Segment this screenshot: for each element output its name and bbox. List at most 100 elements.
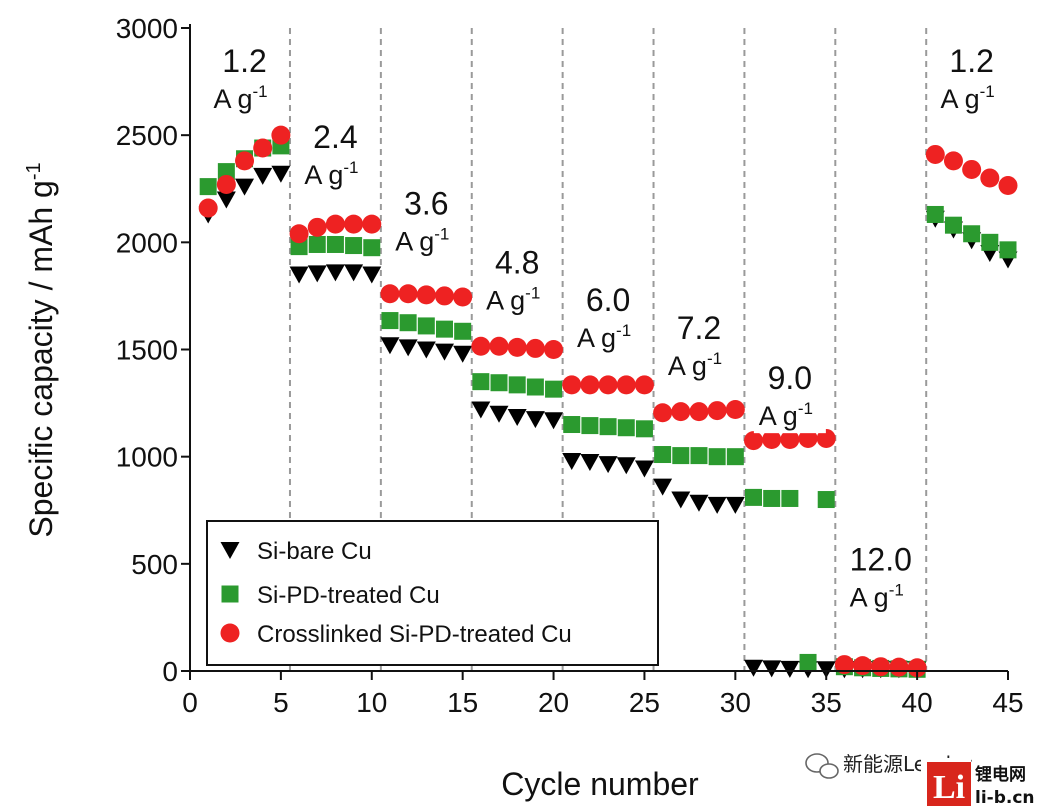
rate-label: 6.0A g-1 — [572, 280, 645, 355]
data-point — [490, 374, 508, 392]
rate-unit: A g-1 — [850, 580, 904, 612]
data-markers — [198, 125, 1018, 679]
data-point — [889, 657, 909, 677]
data-point — [799, 653, 817, 671]
rate-label-backdrop — [753, 359, 826, 434]
rate-unit: A g-1 — [668, 349, 722, 381]
data-point — [707, 401, 727, 421]
data-point — [507, 337, 527, 357]
data-point — [816, 661, 836, 679]
rate-label: 3.6A g-1 — [390, 184, 463, 259]
site-backdrop — [972, 758, 1034, 808]
data-point — [290, 238, 308, 256]
data-point — [834, 655, 854, 675]
rate-label: 1.2A g-1 — [935, 41, 1008, 116]
x-tick-label: 30 — [720, 687, 751, 718]
watermark: 新能源Leader Li 锂电网 li-b.cn — [805, 752, 1035, 808]
site-url: li-b.cn — [975, 788, 1035, 808]
x-tick-label: 0 — [182, 687, 198, 718]
data-point — [326, 235, 344, 253]
data-point — [344, 264, 364, 282]
y-axis-title: Specific capacity / mAh g-1 — [23, 162, 59, 537]
data-point — [580, 375, 600, 395]
x-tick-label: 10 — [356, 687, 387, 718]
data-point — [980, 168, 1000, 188]
data-point — [634, 460, 654, 478]
y-axis-title-superscript: -1 — [23, 162, 45, 180]
data-point — [216, 174, 236, 194]
data-point — [907, 658, 927, 678]
data-point — [580, 454, 600, 472]
data-point — [453, 287, 473, 307]
data-point — [434, 286, 454, 306]
y-axis-title-group: Specific capacity / mAh g-1 — [23, 162, 59, 537]
data-point — [563, 416, 581, 434]
data-point — [653, 403, 673, 423]
data-point — [399, 314, 417, 332]
legend-label: Crosslinked Si-PD-treated Cu — [257, 621, 572, 648]
data-point — [235, 151, 255, 171]
data-point — [325, 214, 345, 234]
y-tick-label: 500 — [131, 549, 178, 580]
data-point — [690, 447, 708, 465]
data-point — [325, 264, 345, 282]
data-point — [562, 375, 582, 395]
y-tick-label: 2500 — [116, 120, 178, 151]
data-point — [544, 412, 564, 430]
y-tick-label: 1500 — [116, 335, 178, 366]
data-point — [363, 239, 381, 257]
logo-letters: Li — [933, 769, 965, 806]
data-point — [544, 340, 564, 359]
data-point — [253, 167, 273, 185]
legend: Si-bare Cu Si-PD-treated Cu Crosslinked Si… — [206, 520, 659, 666]
data-point — [398, 339, 418, 357]
rate-label-backdrop — [935, 41, 1008, 116]
data-point — [271, 125, 291, 145]
data-point — [962, 159, 982, 179]
data-point — [653, 478, 673, 496]
rate-label-backdrop — [481, 243, 554, 318]
data-point — [635, 420, 653, 438]
data-point — [745, 488, 763, 506]
data-point — [217, 163, 235, 181]
data-point — [308, 235, 326, 253]
data-point — [345, 237, 363, 255]
data-point — [253, 138, 273, 158]
data-point — [672, 447, 690, 465]
data-point — [963, 225, 981, 243]
data-point — [307, 265, 327, 283]
legend-marker — [220, 542, 240, 559]
rate-label-backdrop — [662, 308, 735, 383]
data-point — [689, 494, 709, 512]
data-point — [671, 491, 691, 509]
data-point — [689, 402, 709, 422]
rate-value: 12.0 — [850, 541, 912, 577]
data-point — [199, 178, 217, 196]
data-point — [762, 430, 782, 450]
x-tick-label: 5 — [273, 687, 289, 718]
rate-value: 7.2 — [677, 310, 721, 346]
data-point — [562, 452, 582, 470]
rate-label-backdrop — [208, 41, 281, 116]
data-point — [453, 345, 473, 363]
rate-label: 2.4A g-1 — [299, 118, 372, 193]
logo-icon — [927, 762, 971, 806]
data-point — [926, 205, 944, 223]
data-point — [726, 448, 744, 466]
data-point — [198, 198, 218, 218]
legend-marker — [221, 585, 239, 603]
rate-label-backdrop — [299, 118, 372, 193]
data-point — [707, 496, 727, 514]
x-tick-label: 15 — [447, 687, 478, 718]
rate-unit: A g-1 — [395, 224, 449, 256]
data-point — [216, 191, 236, 209]
data-point — [471, 401, 491, 419]
rate-value: 9.0 — [768, 360, 812, 396]
data-point — [271, 165, 291, 183]
axes: 0 500 1000 1500 2000 2500 3000 0 5 10 15 20 25 30 35 40… — [116, 13, 1024, 718]
data-point — [780, 430, 800, 450]
data-point — [944, 216, 962, 234]
y-axis-title-main: Specific capacity / mAh g — [23, 180, 59, 537]
data-point — [780, 660, 800, 678]
legend-label: Si-bare Cu — [257, 538, 372, 565]
